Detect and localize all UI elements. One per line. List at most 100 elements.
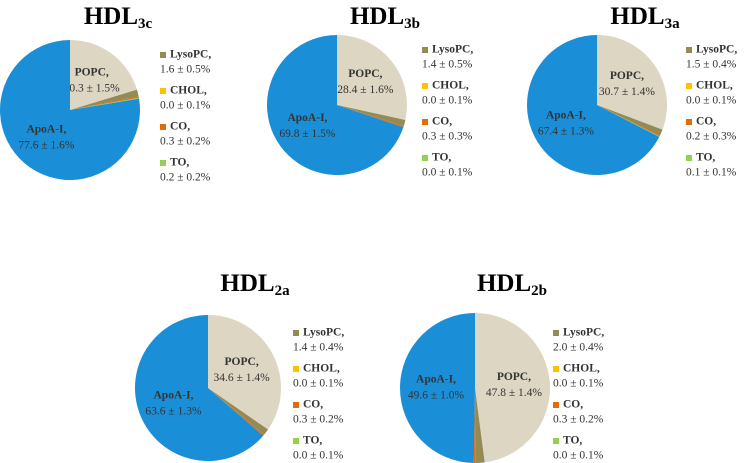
legend-label: LysoPC, (170, 49, 211, 61)
pie-slice (597, 105, 660, 137)
legend-label: TO, (432, 152, 451, 164)
pie-slice (135, 315, 264, 461)
legend-marker (553, 330, 559, 336)
slice-label: ApoA-I, (26, 123, 66, 135)
legend-label: CHOL, (170, 85, 207, 97)
legend-value-label: 0.2 ± 0.3% (686, 131, 737, 143)
legend-label: CO, (303, 399, 323, 411)
legend-marker (686, 155, 692, 161)
legend-label: TO, (696, 152, 715, 164)
legend-marker (160, 88, 166, 94)
slice-value-label: 30.7 ± 1.4% (599, 86, 656, 98)
slice-value-label: 49.6 ± 1.0% (408, 389, 465, 401)
slice-label: POPC, (610, 70, 644, 82)
legend-label: TO, (170, 157, 189, 169)
title-subscript: 2b (531, 283, 547, 299)
pie-slice (0, 40, 141, 181)
chart-title: HDL2a (220, 270, 290, 300)
pie-chart: HDL2a POPC, 34.6 ± 1.4% LysoPC, 1.4 ± 0.4% CH… (135, 270, 344, 462)
title-main: HDL (220, 270, 274, 297)
legend-value-label: 0.0 ± 0.1% (293, 450, 344, 462)
legend-marker (160, 52, 166, 58)
slice-value-label: 34.6 ± 1.4% (214, 372, 271, 384)
pie-slice (208, 315, 281, 430)
legend-label: LysoPC, (563, 327, 604, 339)
legend-value-label: 0.0 ± 0.1% (293, 378, 344, 390)
slice-label: POPC, (497, 371, 531, 383)
pie-slice (337, 105, 404, 128)
title-subscript: 3b (404, 16, 420, 32)
slice-label: POPC, (348, 68, 382, 80)
legend-marker (422, 119, 428, 125)
chart-title: HDL3a (610, 3, 680, 33)
slice-value-label: 28.4 ± 1.6% (337, 84, 394, 96)
slice-value-label: 63.6 ± 1.3% (145, 405, 202, 417)
legend-label: LysoPC, (432, 44, 473, 56)
legend-label: CHOL, (432, 80, 469, 92)
title-subscript: 3c (138, 16, 153, 32)
legend-value-label: 0.3 ± 0.2% (553, 414, 604, 426)
legend-value-label: 1.6 ± 0.5% (160, 64, 211, 76)
legend-label: CHOL, (696, 80, 733, 92)
pie-slice (70, 89, 139, 110)
slice-label: ApoA-I, (416, 373, 456, 385)
legend-marker (422, 155, 428, 161)
title-subscript: 2a (275, 283, 291, 299)
pie-slice (597, 105, 660, 137)
legend-marker (293, 366, 299, 372)
legend-value-label: 0.3 ± 0.3% (422, 131, 473, 143)
legend-value-label: 0.0 ± 0.1% (422, 167, 473, 179)
legend-label: CHOL, (563, 363, 600, 375)
legend-label: LysoPC, (696, 44, 737, 56)
legend-label: CO, (563, 399, 583, 411)
legend-value-label: 0.1 ± 0.1% (686, 167, 737, 179)
legend-value-label: 0.3 ± 0.2% (293, 414, 344, 426)
pie-slice (527, 35, 660, 175)
title-main: HDL (477, 270, 531, 297)
chart-title: HDL3c (84, 3, 153, 33)
legend-value-label: 0.0 ± 0.1% (553, 378, 604, 390)
legend-marker (686, 119, 692, 125)
pie-chart: HDL3c POPC, 20.3 ± 1.5% LysoPC, 1.6 ± 0.5% CH… (0, 3, 211, 184)
legend-value-label: 1.4 ± 0.4% (293, 342, 344, 354)
slice-value-label: 77.6 ± 1.6% (18, 139, 75, 151)
legend-label: LysoPC, (303, 327, 344, 339)
title-main: HDL (350, 3, 404, 30)
pie-slice (70, 97, 140, 110)
legend-label: CHOL, (303, 363, 340, 375)
legend-marker (686, 83, 692, 89)
title-main: HDL (610, 3, 664, 30)
legend-marker (160, 124, 166, 130)
pie-slice (400, 313, 475, 463)
legend-label: CO, (696, 116, 716, 128)
legend-value-label: 0.0 ± 0.1% (553, 450, 604, 462)
legend-marker (293, 402, 299, 408)
legend-marker (422, 83, 428, 89)
chart-title: HDL3b (350, 3, 420, 33)
slice-label: ApoA-I, (287, 112, 327, 124)
pie-slice (267, 35, 404, 176)
legend-value-label: 2.0 ± 0.4% (553, 342, 604, 354)
pie-slice (70, 96, 139, 110)
slice-value-label: 67.4 ± 1.3% (538, 126, 595, 138)
pie-slice (473, 388, 476, 463)
pie-slice (475, 388, 485, 463)
pie-chart: HDL2b POPC, 47.8 ± 1.4% LysoPC, 2.0 ± 0.4% CH… (400, 270, 604, 463)
legend-marker (553, 438, 559, 444)
pie-slice (208, 388, 265, 436)
legend-marker (293, 330, 299, 336)
legend-value-label: 0.0 ± 0.1% (686, 95, 737, 107)
pie-slice (208, 388, 269, 435)
slice-value-label: 69.8 ± 1.5% (279, 128, 336, 140)
pie-slice (597, 35, 667, 130)
legend-label: CO, (432, 116, 452, 128)
legend-marker (553, 402, 559, 408)
legend-value-label: 0.0 ± 0.1% (160, 100, 211, 112)
title-main: HDL (84, 3, 138, 30)
legend-marker (422, 47, 428, 53)
legend-marker (160, 160, 166, 166)
slice-label: ApoA-I, (154, 389, 194, 401)
legend-label: CO, (170, 121, 190, 133)
slice-label: POPC, (75, 66, 109, 78)
legend-value-label: 0.2 ± 0.2% (160, 172, 211, 184)
